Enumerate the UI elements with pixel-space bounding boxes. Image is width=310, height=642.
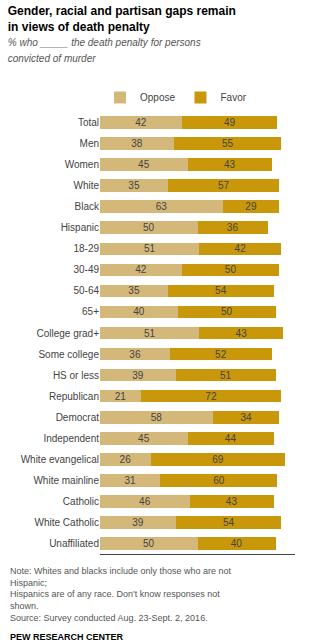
svg-text:50: 50 [143, 222, 155, 233]
svg-text:51: 51 [144, 243, 156, 254]
svg-text:49: 49 [224, 117, 236, 128]
svg-text:50-64: 50-64 [73, 285, 99, 296]
svg-text:51: 51 [144, 328, 156, 339]
svg-text:Republican: Republican [49, 391, 99, 402]
svg-text:Favor: Favor [220, 92, 246, 103]
svg-text:White: White [73, 180, 99, 191]
svg-text:50: 50 [143, 538, 155, 549]
svg-text:Women: Women [65, 159, 99, 170]
svg-text:55: 55 [222, 138, 234, 149]
svg-text:Note: Whites and blacks includ: Note: Whites and blacks include only tho… [10, 566, 232, 623]
svg-text:65+: 65+ [82, 306, 99, 317]
svg-text:39: 39 [132, 517, 144, 528]
svg-text:54: 54 [215, 285, 227, 296]
svg-text:52: 52 [215, 349, 227, 360]
svg-text:College grad+: College grad+ [36, 328, 99, 339]
svg-text:46: 46 [139, 496, 151, 507]
svg-text:72: 72 [205, 391, 217, 402]
svg-text:39: 39 [132, 370, 144, 381]
svg-text:Gender, racial and partisan ga: Gender, racial and partisan gaps remaini… [8, 4, 236, 64]
svg-text:Total: Total [78, 117, 99, 128]
svg-text:Men: Men [80, 138, 99, 149]
svg-text:White Catholic: White Catholic [35, 517, 99, 528]
svg-text:31: 31 [124, 475, 136, 486]
svg-text:26: 26 [120, 454, 132, 465]
svg-text:60: 60 [213, 475, 225, 486]
svg-text:35: 35 [128, 180, 140, 191]
svg-text:White evangelical: White evangelical [21, 454, 99, 465]
svg-text:Oppose: Oppose [140, 92, 175, 103]
svg-text:54: 54 [223, 517, 235, 528]
svg-text:42: 42 [135, 117, 147, 128]
svg-text:36: 36 [129, 349, 141, 360]
svg-text:50: 50 [221, 306, 233, 317]
svg-text:21: 21 [115, 391, 127, 402]
svg-text:Democrat: Democrat [56, 412, 100, 423]
svg-text:50: 50 [225, 264, 237, 275]
svg-text:36: 36 [227, 222, 239, 233]
svg-text:43: 43 [226, 496, 238, 507]
svg-text:Catholic: Catholic [63, 496, 99, 507]
svg-text:34: 34 [240, 412, 252, 423]
svg-text:HS or less: HS or less [53, 370, 99, 381]
svg-text:Hispanic: Hispanic [61, 222, 99, 233]
svg-text:35: 35 [128, 285, 140, 296]
svg-text:Black: Black [75, 201, 100, 212]
svg-text:45: 45 [138, 159, 150, 170]
svg-text:43: 43 [224, 159, 236, 170]
svg-text:45: 45 [138, 433, 150, 444]
svg-text:30-49: 30-49 [73, 264, 99, 275]
svg-text:Some college: Some college [38, 349, 99, 360]
svg-text:44: 44 [225, 433, 237, 444]
svg-text:42: 42 [135, 264, 147, 275]
svg-text:38: 38 [131, 138, 143, 149]
svg-text:29: 29 [245, 201, 257, 212]
svg-text:White mainline: White mainline [33, 475, 99, 486]
svg-text:58: 58 [151, 412, 163, 423]
svg-text:43: 43 [236, 328, 248, 339]
svg-text:Unaffiliated: Unaffiliated [49, 538, 99, 549]
svg-text:57: 57 [218, 180, 230, 191]
svg-text:40: 40 [133, 306, 145, 317]
svg-text:PEW RESEARCH CENTER: PEW RESEARCH CENTER [10, 632, 124, 642]
svg-text:51: 51 [220, 370, 232, 381]
svg-text:63: 63 [156, 201, 168, 212]
svg-text:18-29: 18-29 [73, 243, 99, 254]
svg-text:40: 40 [231, 538, 243, 549]
svg-text:69: 69 [212, 454, 224, 465]
svg-text:42: 42 [235, 243, 247, 254]
svg-text:Independent: Independent [43, 433, 99, 444]
